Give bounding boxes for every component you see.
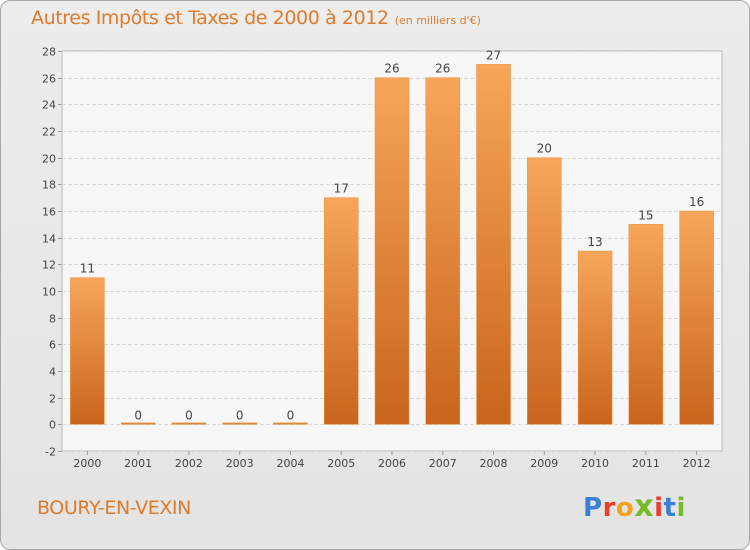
data-label: 27 — [486, 48, 501, 62]
y-tick-label: 18 — [42, 179, 56, 192]
y-tick-label: 24 — [42, 99, 56, 112]
data-label: 16 — [689, 195, 704, 209]
logo-letter: o — [615, 493, 635, 523]
data-label: 17 — [334, 182, 349, 196]
y-tick-label: 12 — [42, 259, 56, 272]
logo-letter: x — [634, 489, 655, 524]
y-tick-label: 4 — [49, 366, 56, 379]
data-label: 13 — [587, 235, 602, 249]
data-label: 20 — [537, 142, 552, 156]
bar — [171, 422, 207, 425]
x-tick-label: 2009 — [530, 457, 558, 470]
bar — [120, 422, 156, 425]
x-tick-label: 2012 — [683, 457, 711, 470]
bar — [374, 77, 410, 425]
x-tick-label: 2011 — [632, 457, 660, 470]
data-label: 26 — [384, 62, 399, 76]
x-tick-label: 2003 — [226, 457, 254, 470]
logo-letter: i — [676, 493, 686, 523]
chart-title-text: Autres Impôts et Taxes de 2000 à 2012 — [31, 7, 389, 29]
chart-subtitle: (en milliers d'€) — [394, 14, 481, 27]
bar — [273, 422, 308, 425]
x-tick-label: 2001 — [124, 457, 152, 470]
x-tick-label: 2002 — [175, 457, 203, 470]
y-tick-label: 2 — [49, 393, 56, 406]
data-label: 26 — [435, 62, 450, 76]
x-tick-label: 2000 — [73, 457, 101, 470]
y-tick-label: 20 — [42, 153, 56, 166]
y-tick-label: 22 — [42, 126, 56, 139]
y-tick-label: 10 — [42, 286, 56, 299]
logo-letter: r — [602, 493, 616, 523]
data-label: 11 — [80, 262, 95, 276]
y-tick-label: 8 — [49, 313, 56, 326]
x-tick-label: 2007 — [429, 457, 457, 470]
x-tick-label: 2010 — [581, 457, 609, 470]
bar — [70, 277, 105, 425]
chart-title: Autres Impôts et Taxes de 2000 à 2012 (en… — [31, 7, 481, 29]
bar — [679, 210, 714, 425]
commune-name: BOURY-EN-VEXIN — [37, 497, 191, 519]
x-tick-label: 2008 — [480, 457, 508, 470]
y-tick-label: 6 — [49, 339, 56, 352]
data-label: 0 — [185, 408, 193, 422]
bar — [222, 422, 257, 425]
logo-letter: i — [654, 493, 664, 523]
data-label: 0 — [236, 408, 244, 422]
data-label: 0 — [287, 408, 295, 422]
logo-letter: P — [583, 493, 603, 523]
bar — [577, 250, 613, 425]
y-tick-label: 16 — [42, 206, 56, 219]
data-label: 0 — [134, 408, 142, 422]
proxiti-logo: Proxiti — [583, 489, 686, 524]
y-tick-label: 26 — [42, 73, 56, 86]
y-tick-label: -2 — [45, 446, 56, 459]
bar — [425, 77, 461, 425]
bars — [70, 64, 714, 425]
x-tick-label: 2006 — [378, 457, 406, 470]
y-tick-label: 14 — [42, 233, 56, 246]
y-tick-label: 0 — [49, 419, 56, 432]
bar — [527, 157, 562, 425]
bar — [628, 224, 664, 425]
x-axis: 2000 2001 2002 2003 2004 2005 2006 2007 2008 2009… — [73, 451, 711, 470]
y-tick-label: 28 — [42, 46, 56, 59]
x-tick-label: 2004 — [276, 457, 304, 470]
data-labels: 11 0 0 0 0 17 26 26 27 20 13 15 16 — [80, 48, 705, 422]
bar — [323, 197, 359, 425]
logo-letter: t — [663, 493, 677, 523]
bar — [476, 64, 511, 425]
x-tick-label: 2005 — [327, 457, 355, 470]
data-label: 15 — [638, 208, 653, 222]
